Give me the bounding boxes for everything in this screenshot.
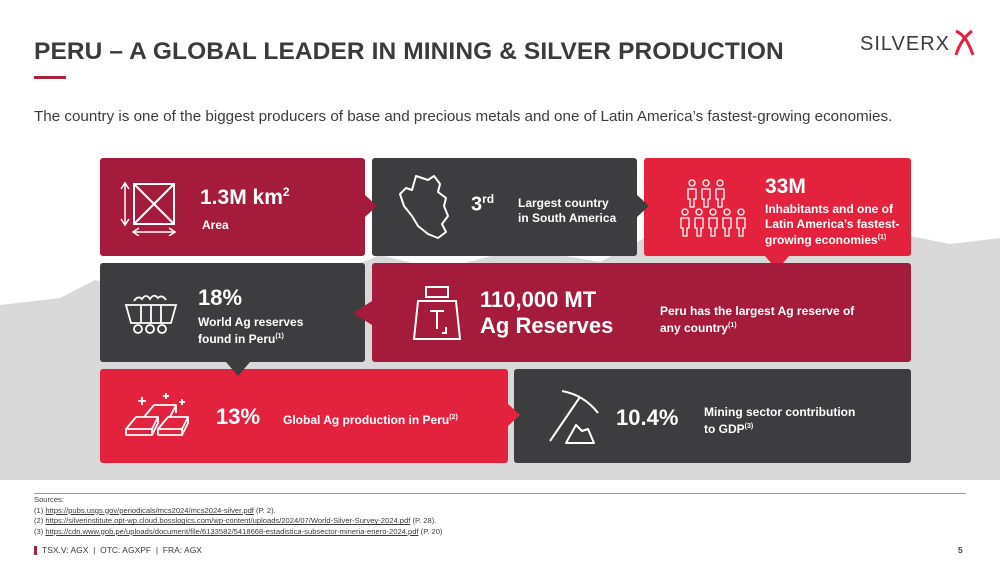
population-value: 33M (765, 175, 806, 198)
reserves-tile: 110,000 MT Ag Reserves Peru has the large… (372, 263, 911, 362)
silverx-logo: SILVERX (860, 29, 975, 56)
reserves-value: 110,000 MT Ag Reserves (480, 287, 614, 338)
sources-block: Sources: (1) https://pubs.usgs.gov/perio… (34, 495, 442, 537)
sources-divider (34, 493, 966, 494)
rank-value: 3rd (471, 192, 495, 216)
gdp-value: 10.4% (616, 405, 679, 430)
area-tile: 1.3M km2 Area (100, 158, 365, 256)
arrow-rank-to-population (637, 195, 649, 217)
reserves-share-tile: 18% World Ag reserves found in Peru(1) (100, 263, 365, 362)
rank-tile: 3rd Largest country in South America (372, 158, 637, 256)
title-accent-bar (34, 76, 66, 79)
reserves-share-label: World Ag reserves found in Peru(1) (198, 315, 304, 346)
population-tile: 33M Inhabitants and one of Latin America’… (644, 158, 911, 256)
weight-icon (412, 286, 462, 340)
source-link-2[interactable]: https://silverinstitute.opt-wp.cloud.bos… (45, 516, 411, 526)
area-square-icon (120, 181, 177, 236)
subtitle: The country is one of the biggest produc… (34, 108, 893, 125)
logo-text: SILVERX (860, 33, 950, 55)
population-label: Inhabitants and one of Latin America’s fa… (765, 202, 900, 247)
sources-heading: Sources: (34, 495, 64, 504)
page-number: 5 (958, 545, 963, 555)
production-tile: 13% Global Ag production in Peru(2) (100, 369, 508, 463)
source-link-3[interactable]: https://cdn.www.gob.pe/uploads/document/… (45, 526, 419, 536)
arrow-reserves-to-share (353, 301, 372, 325)
source-link-1[interactable]: https://pubs.usgs.gov/periodicals/mcs202… (45, 505, 254, 515)
reserves-share-value: 18% (198, 285, 243, 310)
page-title: PERU – A GLOBAL LEADER IN MINING & SILVE… (34, 38, 784, 65)
mine-cart-icon (124, 294, 178, 334)
gdp-tile: 10.4% Mining sector contribution to GDP(3… (514, 369, 911, 463)
arrow-production-to-gdp (508, 404, 520, 426)
production-label: Global Ag production in Peru(2) (283, 413, 458, 427)
area-label: Area (202, 218, 229, 232)
silver-bars-icon (125, 393, 189, 436)
reserves-label: Peru has the largest Ag reserve of any co… (660, 304, 855, 335)
source-item-3: (3) https://cdn.www.gob.pe/uploads/docum… (34, 526, 443, 536)
area-value: 1.3M km2 (200, 185, 290, 209)
pickaxe-icon (549, 390, 599, 444)
gdp-label: Mining sector contribution to GDP(3) (704, 405, 856, 436)
arrow-area-to-rank (365, 195, 377, 217)
peru-map-icon (399, 175, 449, 239)
rank-label: Largest country in South America (518, 196, 617, 225)
production-value: 13% (216, 404, 261, 429)
footer-accent (34, 546, 37, 555)
people-icon (680, 179, 746, 237)
footer-tickers: TSX.V: AGX | OTC: AGXPF | FRA: AGX (42, 545, 202, 555)
source-item-1: (1) https://pubs.usgs.gov/periodicals/mc… (34, 505, 276, 515)
arrow-share-to-production (226, 362, 250, 376)
source-item-2: (2) https://silverinstitute.opt-wp.cloud… (34, 516, 437, 526)
